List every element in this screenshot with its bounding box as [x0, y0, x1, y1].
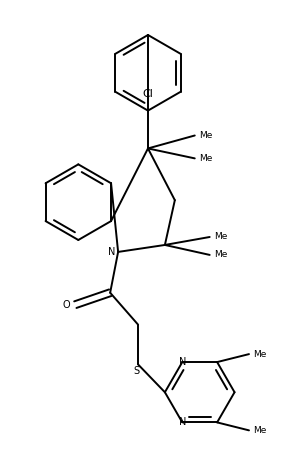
- Text: N: N: [179, 417, 186, 428]
- Text: N: N: [108, 247, 115, 257]
- Text: S: S: [133, 367, 139, 377]
- Text: O: O: [63, 300, 70, 310]
- Text: Me: Me: [253, 426, 266, 435]
- Text: Me: Me: [214, 250, 227, 259]
- Text: N: N: [179, 357, 186, 367]
- Text: Me: Me: [214, 233, 227, 242]
- Text: Me: Me: [199, 154, 212, 163]
- Text: Me: Me: [199, 131, 212, 140]
- Text: Me: Me: [253, 350, 266, 359]
- Text: Cl: Cl: [142, 88, 153, 99]
